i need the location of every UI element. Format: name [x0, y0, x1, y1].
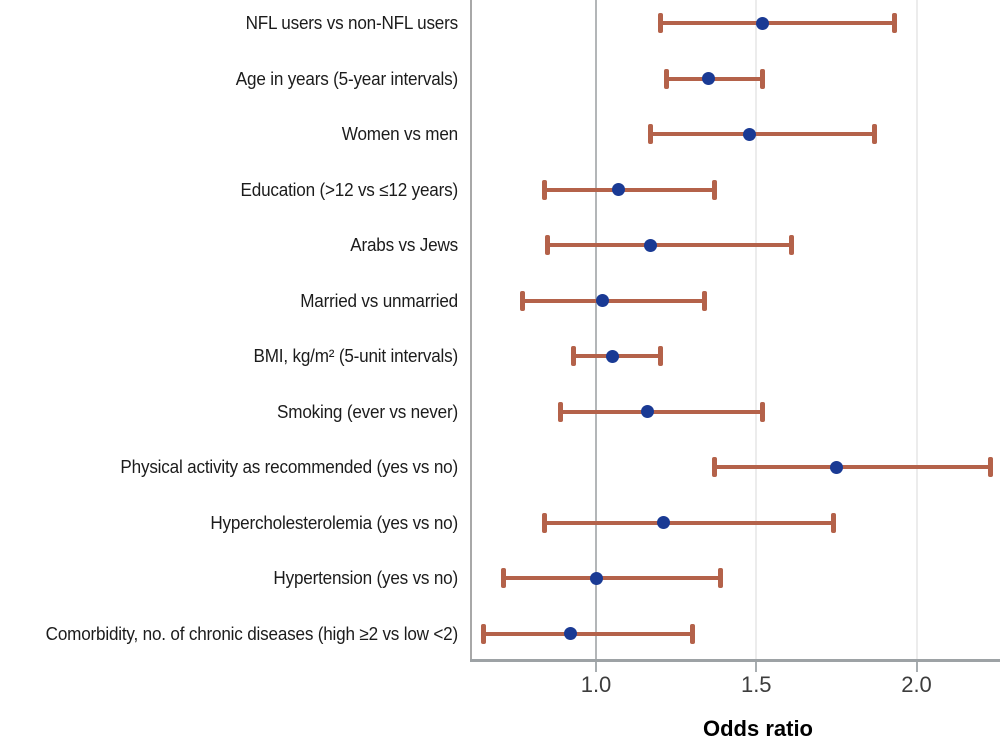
row-label: Married vs unmarried: [300, 290, 458, 311]
odds-ratio-point: [829, 460, 843, 474]
row-label: Age in years (5-year intervals): [235, 68, 458, 89]
ci-cap-high: [702, 290, 708, 311]
ci-cap-high: [718, 568, 724, 588]
ci-cap-low: [542, 179, 548, 200]
ci-bar: [483, 631, 693, 636]
reference-line-1-0: [595, 0, 597, 660]
ci-cap-high: [760, 68, 766, 89]
x-tick-mark-2.0: [915, 662, 918, 672]
odds-ratio-point: [640, 405, 654, 418]
row-label: Hypercholesterolemia (yes vs no): [210, 512, 458, 533]
ci-cap-low: [542, 512, 548, 533]
ci-cap-low: [500, 568, 506, 588]
odds-ratio-point: [611, 183, 625, 196]
odds-ratio-point: [701, 72, 715, 85]
x-axis-line: [470, 659, 1000, 662]
odds-ratio-point: [656, 516, 670, 529]
odds-ratio-point: [643, 238, 657, 252]
x-tick-label: 1.5: [740, 672, 772, 697]
gridline-2: [915, 0, 918, 660]
ci-cap-high: [987, 457, 993, 477]
row-label: NFL users vs non-NFL users: [245, 13, 459, 33]
ci-cap-high: [872, 124, 878, 144]
row-label: BMI, kg/m² (5-unit intervals): [253, 346, 459, 366]
ci-cap-low: [481, 623, 487, 644]
ci-bar: [544, 520, 834, 525]
ci-bar: [560, 409, 763, 414]
row-label: Hypertension (yes vs no): [273, 568, 458, 588]
x-tick-label: 1.0: [580, 672, 612, 697]
row-label: Women vs men: [341, 124, 458, 144]
ci-bar: [503, 576, 721, 580]
ci-bar: [714, 465, 991, 469]
odds-ratio-point: [756, 16, 770, 30]
ci-cap-low: [558, 401, 564, 422]
ci-cap-low: [545, 235, 551, 255]
ci-bar: [547, 243, 792, 247]
plot-left-border: [470, 0, 472, 660]
ci-cap-high: [712, 179, 718, 200]
x-tick-mark-1.0: [595, 662, 597, 672]
ci-cap-low: [647, 124, 653, 144]
row-label: Arabs vs Jews: [350, 235, 458, 255]
ci-cap-low: [519, 290, 525, 311]
ci-cap-low: [712, 457, 718, 477]
ci-bar: [650, 132, 875, 136]
ci-cap-high: [789, 235, 794, 255]
odds-ratio-point: [743, 127, 757, 141]
ci-bar: [522, 298, 705, 303]
ci-cap-low: [571, 346, 577, 366]
gridline-1.5: [755, 0, 758, 660]
odds-ratio-point: [563, 627, 577, 640]
ci-cap-high: [891, 13, 897, 33]
ci-bar: [544, 187, 715, 192]
ci-cap-high: [760, 401, 766, 422]
row-label: Smoking (ever vs never): [277, 401, 458, 422]
row-label: Comorbidity, no. of chronic diseases (hi…: [45, 623, 459, 644]
x-tick-mark-1.5: [755, 662, 758, 672]
ci-cap-low: [657, 13, 663, 33]
odds-ratio-point: [589, 571, 603, 585]
x-axis-title: Odds ratio: [702, 716, 813, 741]
ci-bar: [660, 21, 895, 25]
ci-cap-high: [830, 512, 836, 533]
odds-ratio-point: [605, 349, 619, 363]
ci-cap-high: [689, 623, 695, 644]
ci-cap-low: [664, 68, 669, 89]
ci-cap-high: [657, 346, 663, 366]
row-label: Physical activity as recommended (yes vs…: [120, 457, 458, 477]
row-label: Education (>12 vs ≤12 years): [240, 179, 459, 200]
odds-ratio-point: [595, 294, 609, 307]
x-tick-label: 2.0: [901, 672, 932, 697]
